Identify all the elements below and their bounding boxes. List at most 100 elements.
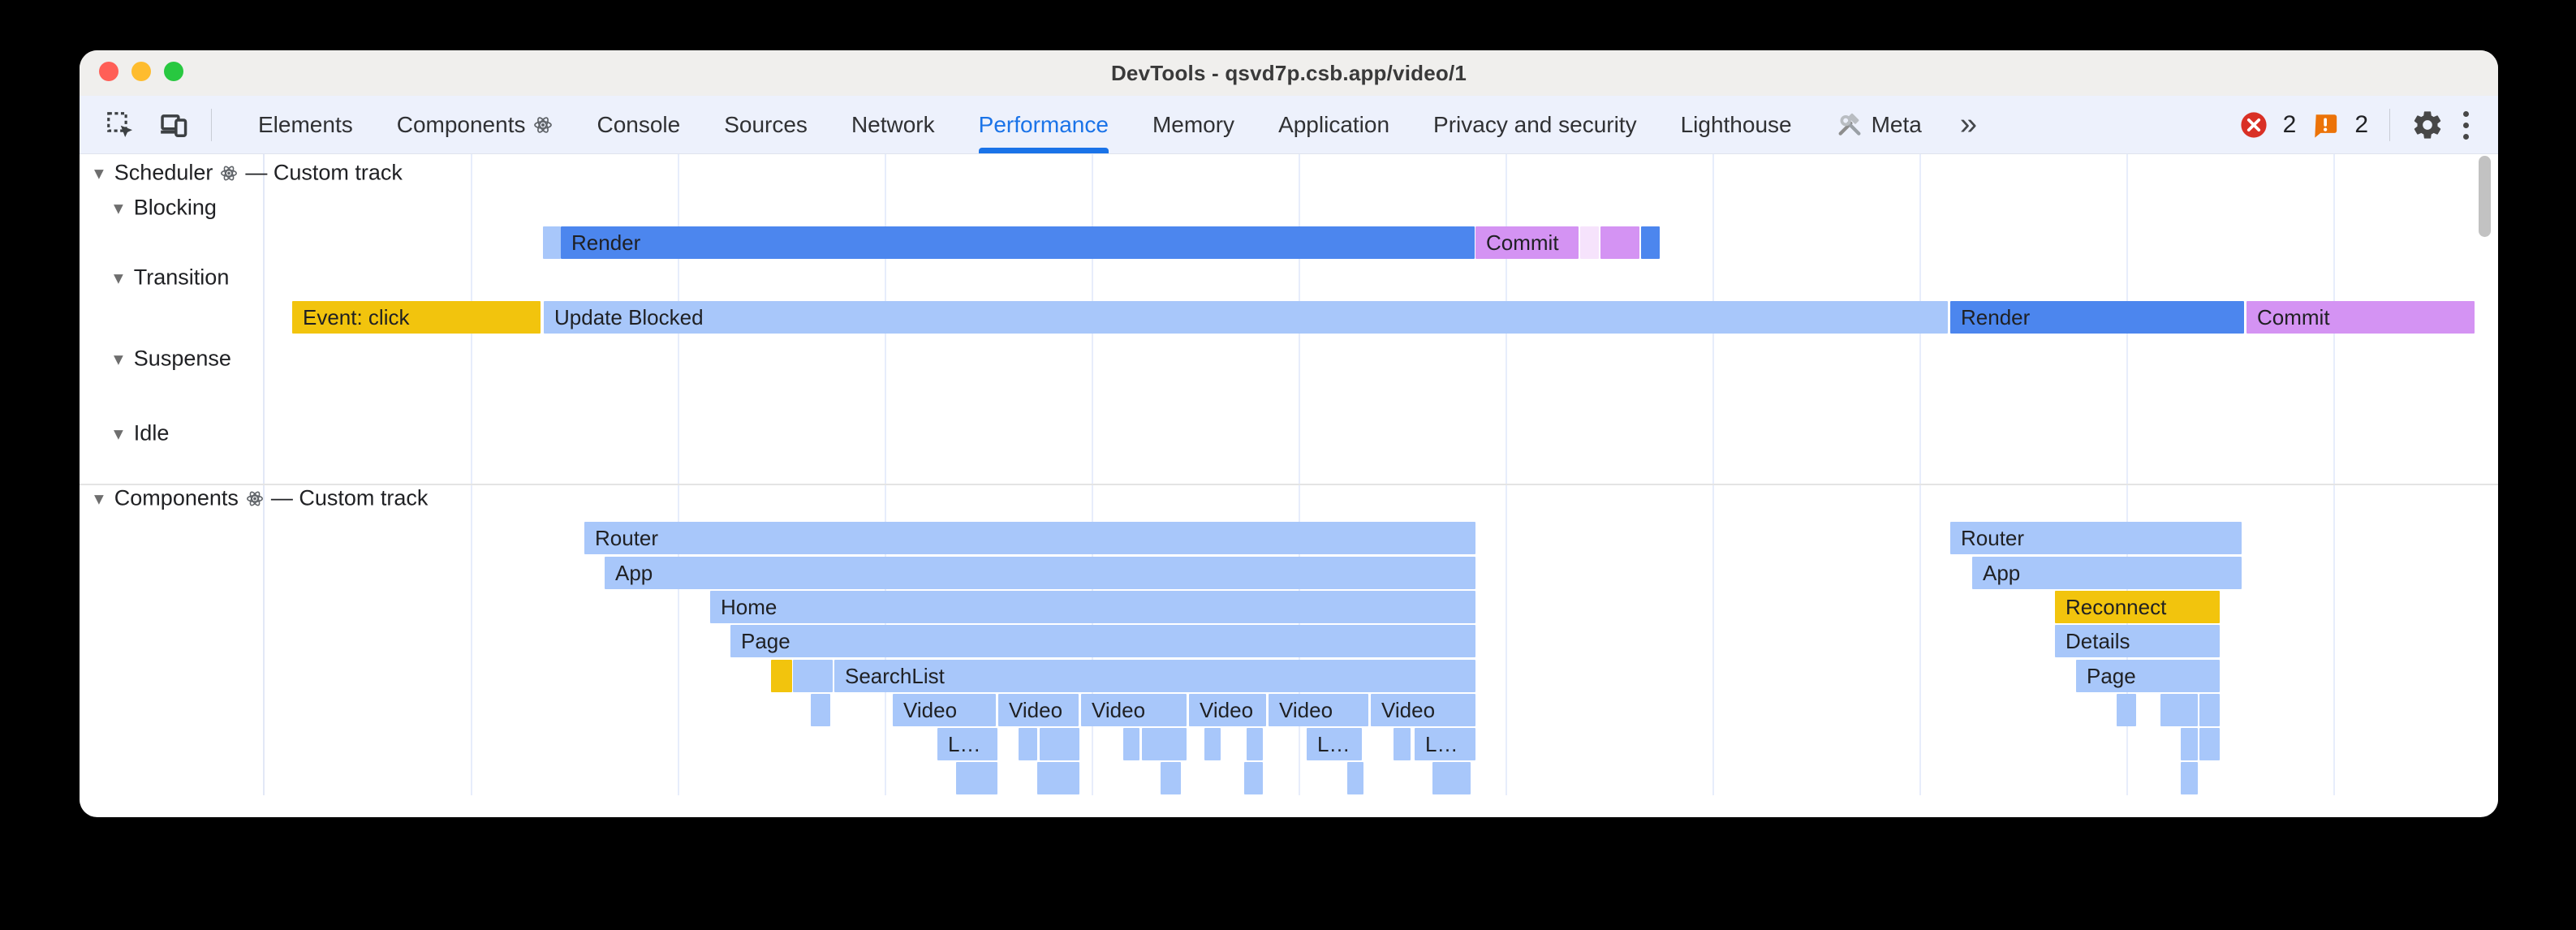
flame-bar[interactable] bbox=[1247, 728, 1263, 760]
error-icon[interactable] bbox=[2238, 109, 2270, 141]
more-options-icon[interactable] bbox=[2457, 110, 2475, 140]
flame-bar[interactable] bbox=[771, 660, 792, 692]
flame-bar-video[interactable]: Video bbox=[1371, 694, 1475, 726]
error-count[interactable]: 2 bbox=[2282, 111, 2297, 138]
flame-bar-video[interactable]: Video bbox=[998, 694, 1079, 726]
flame-bar-l[interactable]: L… bbox=[1307, 728, 1362, 760]
tab-memory[interactable]: Memory bbox=[1131, 96, 1256, 153]
flame-bar-render[interactable]: Render bbox=[1950, 301, 2244, 334]
gridline bbox=[471, 154, 472, 795]
flame-bar[interactable] bbox=[793, 660, 833, 692]
flame-bar-details[interactable]: Details bbox=[2055, 625, 2220, 657]
flame-bar[interactable] bbox=[1040, 728, 1079, 760]
flame-bar-video[interactable]: Video bbox=[1081, 694, 1187, 726]
flame-bar-router[interactable]: Router bbox=[1950, 522, 2242, 554]
flame-bar[interactable] bbox=[811, 694, 830, 726]
toolbar-left-icons bbox=[80, 96, 231, 153]
flame-bar[interactable] bbox=[1600, 226, 1639, 259]
flame-bar[interactable] bbox=[2199, 694, 2220, 726]
flame-bar-page[interactable]: Page bbox=[2076, 660, 2220, 692]
flame-bar-searchlist[interactable]: SearchList bbox=[834, 660, 1475, 692]
flame-bar[interactable] bbox=[2117, 694, 2136, 726]
flame-bar[interactable] bbox=[1037, 762, 1079, 794]
flame-bar-render[interactable]: Render bbox=[561, 226, 1475, 259]
track-header-scheduler[interactable]: ▼ Scheduler — Custom track bbox=[91, 161, 403, 186]
tab-label: Meta bbox=[1871, 111, 1922, 137]
tab-elements[interactable]: Elements bbox=[236, 96, 375, 153]
tab-sources[interactable]: Sources bbox=[702, 96, 829, 153]
collapse-triangle-icon[interactable]: ▼ bbox=[91, 165, 107, 183]
track-label: Blocking bbox=[133, 195, 217, 220]
collapse-triangle-icon[interactable]: ▼ bbox=[110, 351, 127, 368]
collapse-triangle-icon[interactable]: ▼ bbox=[91, 490, 107, 508]
flame-bar-update-blocked[interactable]: Update Blocked bbox=[544, 301, 1948, 334]
performance-panel: ▼ Scheduler — Custom track ▼ Blocking Render… bbox=[80, 154, 2498, 816]
flame-bar[interactable] bbox=[956, 762, 997, 794]
gridline bbox=[678, 154, 679, 795]
inspect-element-icon[interactable] bbox=[104, 109, 136, 141]
flame-bar[interactable] bbox=[1641, 226, 1660, 259]
flame-bar[interactable] bbox=[1347, 762, 1363, 794]
collapse-triangle-icon[interactable]: ▼ bbox=[110, 425, 127, 443]
flame-bar-event-click[interactable]: Event: click bbox=[292, 301, 541, 334]
flame-bar-l[interactable]: L… bbox=[937, 728, 997, 760]
flame-bar[interactable] bbox=[1580, 226, 1599, 259]
flame-bar-video[interactable]: Video bbox=[1269, 694, 1368, 726]
gridline bbox=[1299, 154, 1300, 795]
flame-bar[interactable] bbox=[2160, 694, 2198, 726]
flame-bar-app[interactable]: App bbox=[1972, 557, 2242, 589]
track-header-components[interactable]: ▼ Components — Custom track bbox=[91, 486, 428, 511]
flame-bar-video[interactable]: Video bbox=[893, 694, 996, 726]
flame-bar-router[interactable]: Router bbox=[584, 522, 1475, 554]
tab-components[interactable]: Components bbox=[375, 96, 575, 153]
lane-label-blocking[interactable]: ▼ Blocking bbox=[110, 196, 217, 221]
track-separator bbox=[80, 484, 2498, 485]
tab-label: Application bbox=[1278, 111, 1390, 137]
tab-console[interactable]: Console bbox=[575, 96, 702, 153]
settings-gear-icon[interactable] bbox=[2411, 109, 2444, 141]
flame-bar[interactable] bbox=[2181, 728, 2198, 760]
flame-bar-commit[interactable]: Commit bbox=[2246, 301, 2475, 334]
collapse-triangle-icon[interactable]: ▼ bbox=[110, 269, 127, 287]
minimize-button[interactable] bbox=[131, 62, 151, 81]
issue-count[interactable]: 2 bbox=[2354, 111, 2368, 138]
tab-meta[interactable]: Meta bbox=[1814, 96, 1944, 153]
track-label: Suspense bbox=[133, 346, 231, 371]
flame-bar[interactable] bbox=[2181, 762, 2198, 794]
tab-application[interactable]: Application bbox=[1256, 96, 1411, 153]
toolbar-divider bbox=[2389, 109, 2390, 141]
tab-performance[interactable]: Performance bbox=[957, 96, 1131, 153]
tab-label: Elements bbox=[258, 111, 353, 137]
tab-network[interactable]: Network bbox=[829, 96, 957, 153]
tab-lighthouse[interactable]: Lighthouse bbox=[1659, 96, 1814, 153]
flame-bar-reconnect[interactable]: Reconnect bbox=[2055, 591, 2220, 623]
flame-bar-commit[interactable]: Commit bbox=[1475, 226, 1579, 259]
lane-label-suspense[interactable]: ▼ Suspense bbox=[110, 347, 231, 372]
flame-bar[interactable] bbox=[1142, 728, 1187, 760]
flame-bar[interactable] bbox=[1394, 728, 1411, 760]
flame-bar[interactable] bbox=[2199, 728, 2220, 760]
more-tabs-button[interactable]: » bbox=[1959, 107, 1977, 141]
lane-label-idle[interactable]: ▼ Idle bbox=[110, 421, 169, 446]
close-button[interactable] bbox=[99, 62, 118, 81]
flame-bar-page[interactable]: Page bbox=[730, 625, 1475, 657]
vertical-scrollbar[interactable] bbox=[2479, 156, 2491, 237]
flame-bar[interactable] bbox=[1432, 762, 1471, 794]
maximize-button[interactable] bbox=[164, 62, 183, 81]
flame-bar[interactable] bbox=[1204, 728, 1221, 760]
gridline bbox=[2333, 154, 2335, 795]
flame-bar[interactable] bbox=[1019, 728, 1037, 760]
flame-bar-app[interactable]: App bbox=[605, 557, 1475, 589]
flame-bar[interactable] bbox=[543, 226, 561, 259]
flame-bar[interactable] bbox=[1123, 728, 1139, 760]
flame-bar[interactable] bbox=[1161, 762, 1181, 794]
device-toolbar-icon[interactable] bbox=[157, 109, 190, 141]
tab-privacy-and-security[interactable]: Privacy and security bbox=[1411, 96, 1659, 153]
flame-bar[interactable] bbox=[1244, 762, 1263, 794]
collapse-triangle-icon[interactable]: ▼ bbox=[110, 200, 127, 217]
lane-label-transition[interactable]: ▼ Transition bbox=[110, 265, 229, 291]
flame-bar-video[interactable]: Video bbox=[1189, 694, 1266, 726]
flame-bar-l[interactable]: L… bbox=[1415, 728, 1475, 760]
issues-icon[interactable] bbox=[2309, 109, 2341, 141]
flame-bar-home[interactable]: Home bbox=[710, 591, 1475, 623]
